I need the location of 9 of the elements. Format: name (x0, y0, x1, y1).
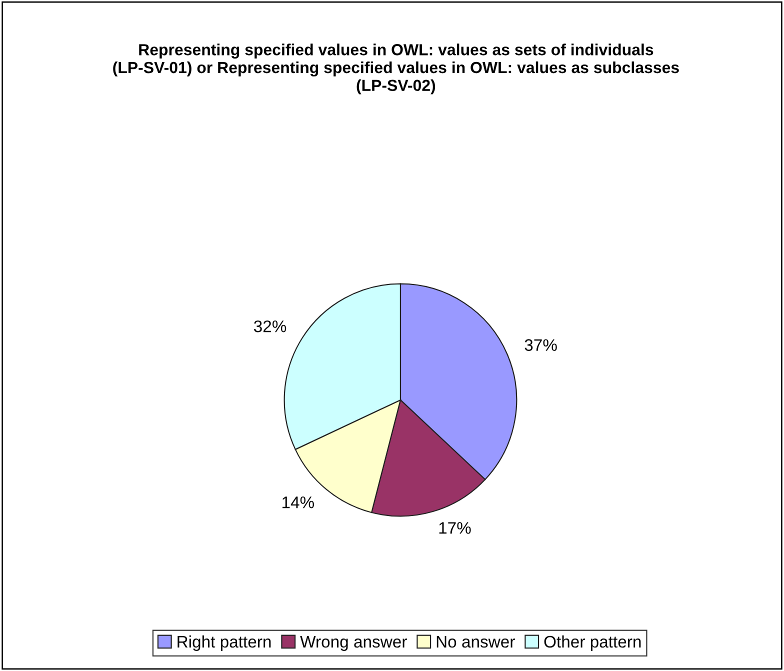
legend-label: Other pattern (544, 635, 641, 651)
legend-label: Wrong answer (300, 636, 407, 651)
data-label: 14% (282, 496, 314, 508)
chart-title: Representing specified values in OWL: values as sets of individuals (LP-SV-01) or Representing specified values in OWL: values as subclasses (LP-SV-02) (113, 44, 679, 94)
data-label: 37% (524, 339, 557, 351)
data-label: 17% (439, 522, 471, 534)
data-label: 32% (254, 320, 286, 332)
legend-label: Right pattern (178, 635, 271, 651)
legend-label: No answer (436, 636, 515, 648)
